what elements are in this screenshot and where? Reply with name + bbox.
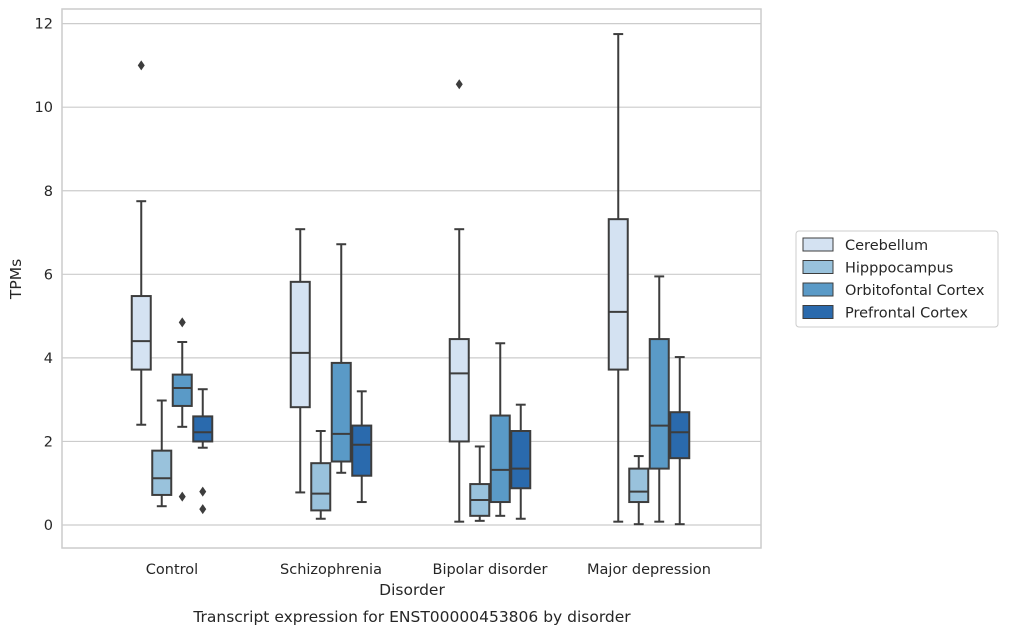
box-iqr <box>489 414 511 504</box>
y-tick-label: 10 <box>35 100 53 116</box>
y-axis-title: TPMs <box>7 259 25 300</box>
y-tick-label: 4 <box>44 351 53 367</box>
box-hipppocampus <box>151 399 173 508</box>
legend-label: Hipppocampus <box>845 261 953 277</box>
legend-swatch <box>802 260 834 274</box>
legend-swatch <box>802 305 834 319</box>
y-tick-label: 12 <box>35 17 53 33</box>
box-orbitofontal-cortex <box>330 243 352 474</box>
box-cerebellum <box>130 60 152 426</box>
x-tick-label: Schizophrenia <box>280 562 382 578</box>
y-tick-label: 2 <box>44 434 53 450</box>
box-iqr <box>289 280 311 409</box>
box-iqr <box>351 424 373 477</box>
y-tick-label: 6 <box>44 267 53 283</box>
box-iqr <box>192 415 214 443</box>
outlier-point <box>455 79 463 90</box>
x-tick-labels: Control Schizophrenia Bipolar disorder Majo… <box>146 562 711 578</box>
legend-label: Cerebellum <box>845 238 928 254</box>
x-tick-label: Major depression <box>587 562 711 578</box>
box-cerebellum <box>607 33 629 523</box>
box-hipppocampus <box>628 455 650 526</box>
legend-label: Prefrontal Cortex <box>845 306 968 322</box>
x-axis-title: Disorder <box>379 581 445 599</box>
box-orbitofontal-cortex <box>489 342 511 517</box>
box-orbitofontal-cortex <box>648 275 670 523</box>
box-iqr <box>607 218 629 371</box>
box-prefrontal-cortex <box>510 403 532 520</box>
box-iqr <box>171 373 193 407</box>
grid-lines <box>62 23 761 526</box>
legend-swatch <box>802 237 834 252</box>
legend-label: Orbitofontal Cortex <box>845 283 985 299</box>
legend: Cerebellum Hipppocampus Orbitofontal Corte… <box>795 230 999 328</box>
x-tick-label: Bipolar disorder <box>433 562 548 578</box>
box-cerebellum <box>448 79 470 523</box>
box-cerebellum <box>289 228 311 494</box>
box-prefrontal-cortex <box>351 390 373 504</box>
box-prefrontal-cortex <box>669 356 691 526</box>
box-iqr <box>669 411 691 460</box>
box-iqr <box>628 467 650 504</box>
chart-caption: Transcript expression for ENST0000045380… <box>192 608 631 626</box>
outlier-point <box>178 317 186 328</box>
outlier-point <box>199 486 207 497</box>
box-iqr <box>330 361 352 463</box>
outlier-point <box>137 60 145 71</box>
box-prefrontal-cortex <box>192 388 214 515</box>
box-iqr <box>648 338 670 470</box>
box-iqr <box>510 430 532 490</box>
plot-frame <box>61 8 762 549</box>
box-iqr <box>448 338 470 443</box>
box-hipppocampus <box>310 430 332 520</box>
y-tick-labels: 0 2 4 6 8 10 12 <box>35 17 53 534</box>
y-tick-label: 8 <box>44 184 53 200</box>
legend-frame <box>795 230 999 328</box>
outlier-point <box>199 504 207 515</box>
outlier-point <box>178 491 186 502</box>
box-iqr <box>130 295 152 371</box>
y-tick-label: 0 <box>44 518 53 534</box>
legend-swatch <box>802 282 834 297</box>
x-tick-label: Control <box>146 562 198 578</box>
box-hipppocampus <box>469 445 491 522</box>
boxes-layer <box>130 33 691 526</box>
box-iqr <box>310 462 332 512</box>
box-orbitofontal-cortex <box>171 317 193 502</box>
box-iqr <box>151 449 173 496</box>
